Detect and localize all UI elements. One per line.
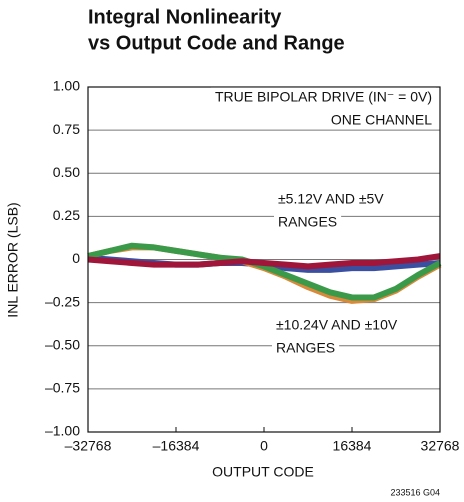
annotation-background (272, 338, 340, 357)
y-tick-label: –1.00 (45, 423, 80, 439)
annotation-background (272, 315, 402, 334)
chart-title: vs Output Code and Range (88, 32, 345, 54)
y-tick-label: 1.00 (53, 78, 80, 94)
annotation: RANGES (276, 340, 335, 356)
x-axis-title: OUTPUT CODE (212, 464, 314, 480)
y-tick-label: 0.25 (53, 207, 80, 223)
x-tick-label: 32768 (421, 438, 460, 454)
annotation-background (274, 212, 342, 231)
y-tick-label: 0 (72, 250, 80, 266)
y-tick-label: 0.75 (53, 121, 80, 137)
series-line (87, 242, 442, 301)
x-tick-label: –32768 (65, 438, 112, 454)
x-tick-label: 0 (260, 438, 268, 454)
annotation-background (326, 110, 437, 129)
y-tick-label: –0.75 (45, 380, 80, 396)
footnote: 233516 G04 (390, 487, 440, 497)
x-tick-label: 16384 (333, 438, 372, 454)
x-tick-label: –16384 (153, 438, 200, 454)
annotation: ±5.12V AND ±5V (278, 191, 384, 207)
y-axis-title: INL ERROR (LSB) (5, 202, 21, 317)
annotation: TRUE BIPOLAR DRIVE (IN⁻ = 0V) (215, 89, 432, 105)
y-tick-label: –0.25 (45, 293, 80, 309)
y-tick-label: 0.50 (53, 164, 80, 180)
series-line (87, 253, 441, 270)
annotation-background (210, 87, 436, 106)
chart-title: Integral Nonlinearity (88, 6, 282, 28)
annotation: RANGES (278, 214, 337, 230)
annotation-background (274, 189, 389, 208)
annotation: ONE CHANNEL (331, 112, 432, 128)
plot-frame (87, 86, 441, 433)
y-tick-label: –0.50 (45, 336, 80, 352)
annotation: ±10.24V AND ±10V (276, 317, 398, 333)
